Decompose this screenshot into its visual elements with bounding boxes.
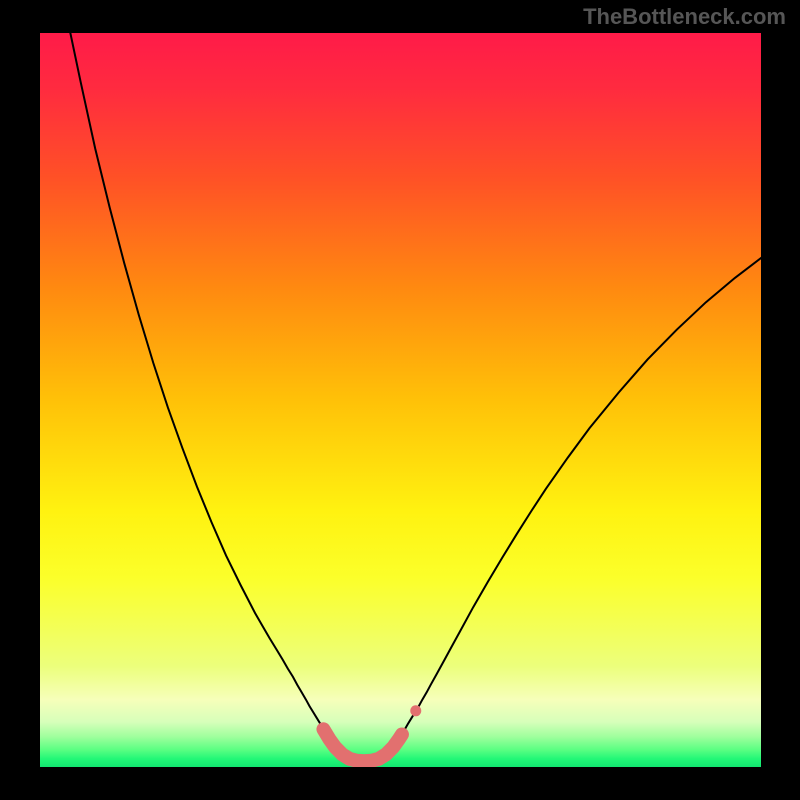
plot-frame bbox=[37, 30, 764, 770]
watermark-text: TheBottleneck.com bbox=[583, 4, 786, 30]
chart-container: TheBottleneck.com bbox=[0, 0, 800, 800]
